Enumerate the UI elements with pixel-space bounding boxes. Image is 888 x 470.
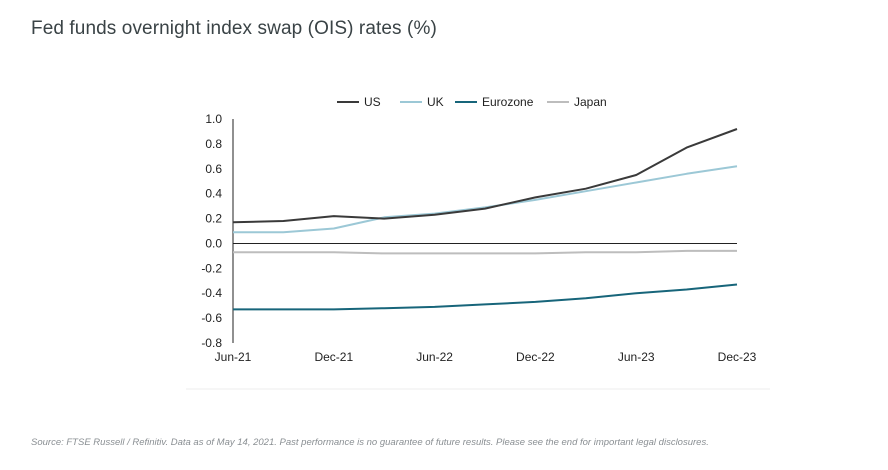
source-note: Source: FTSE Russell / Refinitiv. Data a… [31,437,709,448]
x-axis: Jun-21 Dec-21 Jun-22 Dec-22 Jun-23 Dec-23 [215,350,757,364]
legend-label-eurozone: Eurozone [482,95,534,109]
y-tick-label: 1.0 [205,112,222,126]
series-line-us [232,128,738,224]
chart-legend: US UK Eurozone Japan [337,95,607,109]
series-lines [232,128,738,311]
y-tick-label: 0.4 [205,187,222,201]
x-tick-label: Jun-23 [618,350,655,364]
x-tick-label: Dec-23 [718,350,757,364]
y-tick-label: -0.2 [201,261,222,275]
series-line-eurozone [233,283,738,311]
page-title: Fed funds overnight index swap (OIS) rat… [31,18,437,39]
y-tick-label: 0.8 [205,137,222,151]
series-line-uk [233,165,738,234]
x-tick-label: Jun-22 [416,350,453,364]
x-tick-label: Jun-21 [215,350,252,364]
y-tick-label: 0.0 [205,236,222,250]
y-tick-label: -0.4 [201,286,222,300]
x-tick-label: Dec-21 [314,350,353,364]
y-axis: 1.0 0.8 0.6 0.4 0.2 0.0 -0.2 -0.4 -0.6 -0.8 [201,112,234,350]
y-tick-label: 0.6 [205,162,222,176]
legend-label-uk: UK [427,95,444,109]
series-line-japan [233,249,737,255]
y-tick-label: -0.8 [201,336,222,350]
legend-label-us: US [364,95,381,109]
legend-label-japan: Japan [574,95,607,109]
y-tick-label: 0.2 [205,212,222,226]
x-tick-label: Dec-22 [516,350,555,364]
y-tick-label: -0.6 [201,311,222,325]
